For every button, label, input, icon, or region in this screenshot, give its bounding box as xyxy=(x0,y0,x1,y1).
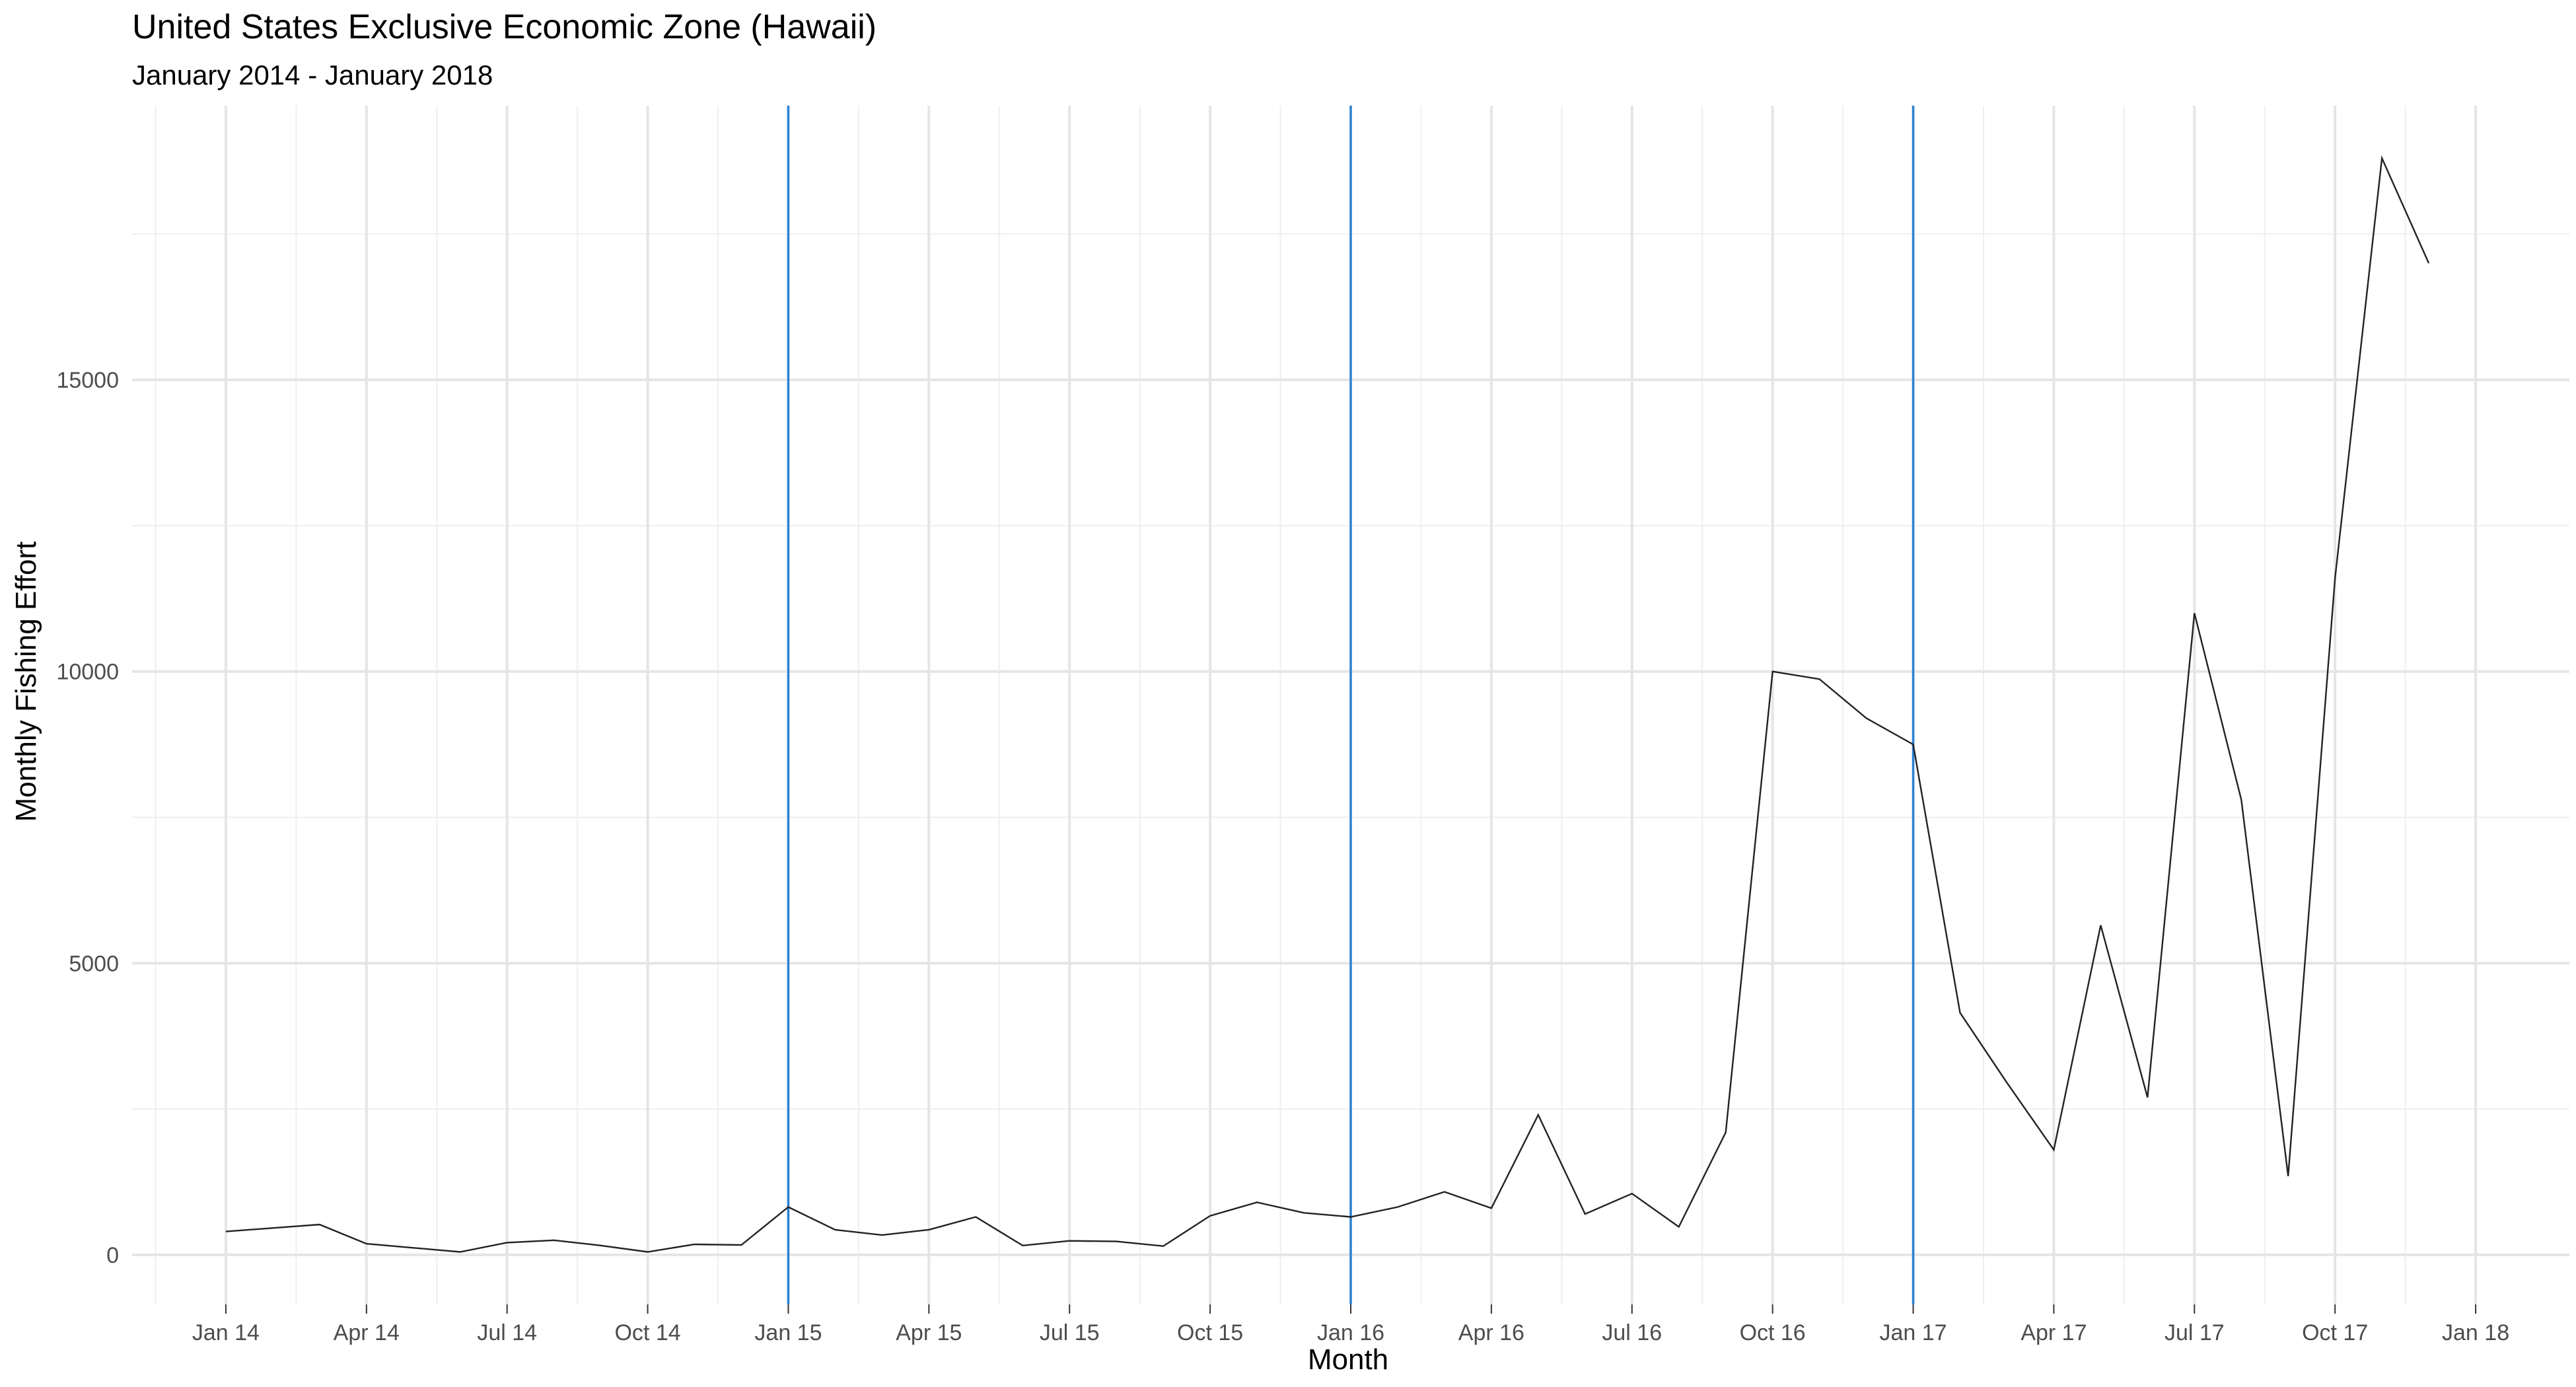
x-tick-label: Apr 15 xyxy=(896,1320,962,1345)
x-tick-label: Jan 14 xyxy=(192,1320,260,1345)
x-tick-label: Jul 16 xyxy=(1602,1320,1662,1345)
y-tick-label: 15000 xyxy=(56,368,119,393)
y-tick-label: 0 xyxy=(106,1243,119,1268)
x-tick-label: Oct 16 xyxy=(1740,1320,1806,1345)
x-tick-label: Jan 15 xyxy=(754,1320,822,1345)
x-tick-label: Jul 15 xyxy=(1040,1320,1100,1345)
x-tick-label: Jul 17 xyxy=(2165,1320,2225,1345)
x-tick-label: Jan 16 xyxy=(1317,1320,1384,1345)
x-tick-label: Jul 14 xyxy=(477,1320,537,1345)
x-axis-ticks: Jan 14 Apr 14 Jul 14 Oct 14 Jan 15 Apr 15 Jul … xyxy=(192,1304,2509,1345)
x-tick-label: Jan 17 xyxy=(1879,1320,1947,1345)
x-tick-label: Oct 15 xyxy=(1177,1320,1243,1345)
y-tick-label: 5000 xyxy=(69,951,119,976)
major-gridlines xyxy=(132,106,2569,1304)
x-tick-label: Oct 14 xyxy=(614,1320,680,1345)
reference-lines xyxy=(787,106,1915,1304)
y-axis-ticks: 0 5000 10000 15000 xyxy=(56,368,119,1268)
y-tick-label: 10000 xyxy=(56,660,119,685)
series-line xyxy=(225,155,2430,1253)
x-axis-title: Month xyxy=(1308,1343,1388,1376)
x-tick-label: Apr 17 xyxy=(2021,1320,2087,1345)
x-tick-label: Apr 16 xyxy=(1458,1320,1524,1345)
chart-subtitle: January 2014 - January 2018 xyxy=(132,59,493,90)
chart-title: United States Exclusive Economic Zone (H… xyxy=(132,8,877,46)
x-tick-label: Oct 17 xyxy=(2302,1320,2368,1345)
y-axis-title: Monthly Fishing Effort xyxy=(10,542,42,822)
x-tick-label: Jan 18 xyxy=(2442,1320,2509,1345)
x-tick-label: Apr 14 xyxy=(334,1320,400,1345)
